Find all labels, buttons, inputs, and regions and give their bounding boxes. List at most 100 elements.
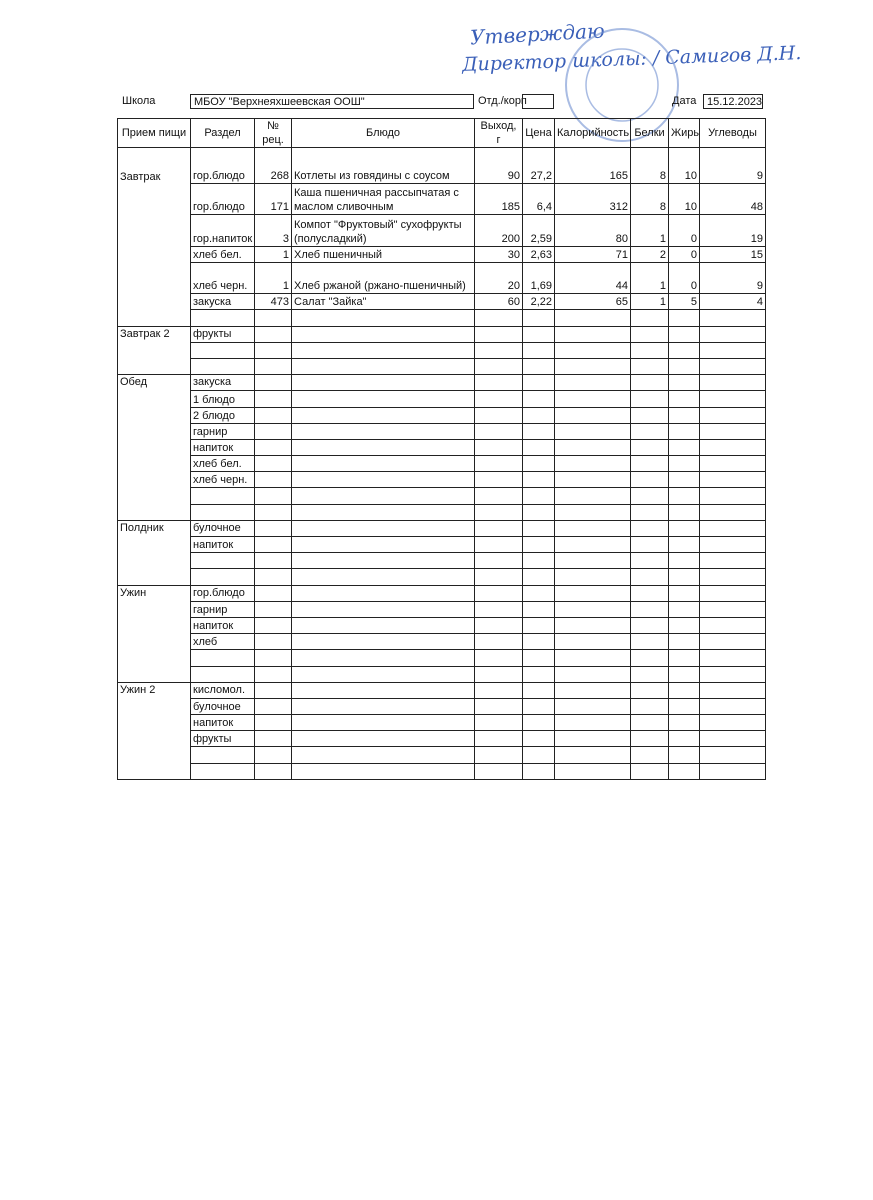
cell: 0 bbox=[668, 245, 700, 264]
cell bbox=[474, 746, 523, 764]
cell bbox=[474, 519, 523, 538]
cell bbox=[474, 535, 523, 554]
cell bbox=[522, 471, 555, 489]
cell bbox=[668, 681, 700, 699]
cell bbox=[291, 519, 475, 538]
school-name: МБОУ "Верхнеяхшеевская ООШ" bbox=[190, 94, 474, 109]
cell: закуска bbox=[190, 374, 255, 392]
cell: Салат "Зайка" bbox=[291, 293, 475, 311]
cell bbox=[291, 471, 475, 489]
cell bbox=[699, 665, 766, 683]
meal-cell bbox=[117, 246, 191, 263]
cell bbox=[254, 471, 292, 489]
cell bbox=[668, 325, 700, 343]
menu-table: Прием пищи Раздел № рец. Блюдо Выход, г Цена К… bbox=[117, 118, 766, 780]
cell: Хлеб пшеничный bbox=[291, 245, 475, 264]
cell bbox=[291, 584, 475, 602]
cell bbox=[474, 697, 523, 716]
cell bbox=[554, 422, 631, 440]
cell bbox=[630, 325, 669, 343]
cell bbox=[474, 665, 523, 683]
cell bbox=[630, 309, 669, 327]
meal-cell bbox=[117, 666, 191, 683]
cell bbox=[554, 357, 631, 376]
cell bbox=[474, 762, 523, 780]
cell bbox=[291, 406, 475, 424]
cell bbox=[254, 681, 292, 699]
cell bbox=[474, 633, 523, 651]
cell: 44 bbox=[554, 262, 631, 295]
menu-row: Полдник булочное bbox=[117, 519, 766, 538]
cell bbox=[699, 535, 766, 554]
cell: гор.блюдо bbox=[190, 183, 255, 215]
meal-cell bbox=[117, 342, 191, 359]
cell: 1 блюдо bbox=[190, 390, 255, 408]
cell bbox=[668, 503, 700, 521]
cell: 2,22 bbox=[522, 293, 555, 311]
meal-cell bbox=[117, 358, 191, 376]
cell bbox=[522, 714, 555, 732]
cell bbox=[522, 374, 555, 392]
cell bbox=[474, 390, 523, 408]
cell bbox=[291, 665, 475, 683]
cell bbox=[554, 406, 631, 424]
menu-row bbox=[117, 341, 766, 359]
cell: 473 bbox=[254, 293, 292, 311]
cell: хлеб черн. bbox=[190, 471, 255, 489]
cell bbox=[630, 681, 669, 699]
cell bbox=[291, 455, 475, 473]
cell bbox=[522, 519, 555, 538]
cell bbox=[630, 341, 669, 359]
cell bbox=[474, 309, 523, 327]
cell bbox=[668, 616, 700, 635]
cell: 2 bbox=[630, 245, 669, 264]
menu-row: напиток bbox=[117, 616, 766, 635]
cell: фрукты bbox=[190, 325, 255, 343]
menu-row: закуска 473 Салат "Зайка" 60 2,22 65 1 5 4 bbox=[117, 293, 766, 311]
cell bbox=[190, 503, 255, 521]
cell bbox=[254, 535, 292, 554]
cell bbox=[190, 357, 255, 376]
cell bbox=[254, 584, 292, 602]
cell bbox=[291, 730, 475, 748]
cell bbox=[668, 633, 700, 651]
meal-cell bbox=[117, 504, 191, 521]
cell bbox=[668, 714, 700, 732]
cell bbox=[254, 390, 292, 408]
menu-row: Ужин гор.блюдо bbox=[117, 584, 766, 602]
meal-cell bbox=[117, 439, 191, 456]
cell bbox=[554, 681, 631, 699]
meal-cell bbox=[117, 649, 191, 666]
cell bbox=[554, 325, 631, 343]
menu-row bbox=[117, 649, 766, 667]
cell bbox=[699, 341, 766, 359]
column-header: № рец. bbox=[254, 118, 292, 148]
cell: 19 bbox=[699, 214, 766, 247]
menu-row bbox=[117, 309, 766, 327]
cell bbox=[474, 568, 523, 586]
cell bbox=[668, 730, 700, 748]
cell bbox=[554, 535, 631, 554]
meal-cell: Обед bbox=[117, 374, 191, 391]
cell bbox=[668, 697, 700, 716]
cell bbox=[699, 503, 766, 521]
cell bbox=[668, 519, 700, 538]
cell: 10 bbox=[668, 147, 700, 184]
meal-cell bbox=[117, 471, 191, 488]
cell bbox=[699, 649, 766, 667]
cell: 60 bbox=[474, 293, 523, 311]
cell bbox=[522, 455, 555, 473]
cell bbox=[630, 535, 669, 554]
cell bbox=[699, 309, 766, 327]
cell: Каша пшеничная рассыпчатая с маслом слив… bbox=[291, 183, 475, 215]
cell: 8 bbox=[630, 147, 669, 184]
cell bbox=[699, 374, 766, 392]
cell bbox=[630, 762, 669, 780]
cell bbox=[190, 762, 255, 780]
cell bbox=[291, 341, 475, 359]
cell: гор.блюдо bbox=[190, 147, 255, 184]
cell bbox=[630, 616, 669, 635]
cell bbox=[291, 503, 475, 521]
cell bbox=[522, 535, 555, 554]
cell bbox=[554, 584, 631, 602]
